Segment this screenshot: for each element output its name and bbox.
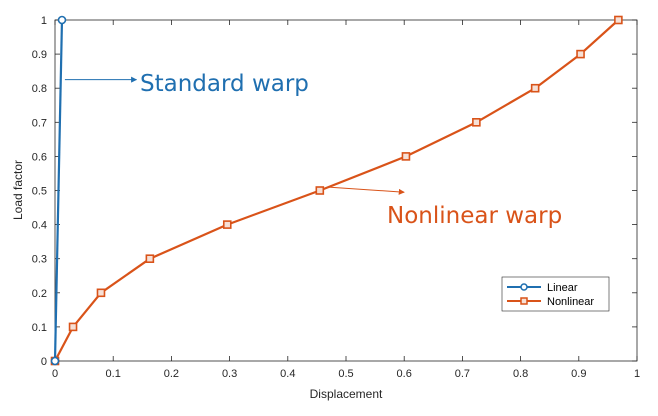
legend-nonlinear-label: Nonlinear <box>547 296 594 308</box>
y-tick-label: 0.2 <box>32 288 47 300</box>
standard-warp-annotation: Standard warp <box>140 71 309 97</box>
data-point-nonlinear <box>530 83 540 93</box>
data-point-linear <box>50 356 60 366</box>
series-layer <box>50 15 623 366</box>
data-point-nonlinear <box>315 186 325 195</box>
data-point-linear <box>57 15 67 25</box>
series-line-linear <box>53 19 64 362</box>
x-tick-label: 1 <box>634 368 640 380</box>
data-point-nonlinear <box>68 322 78 332</box>
y-tick-label: 0.8 <box>32 83 47 95</box>
x-tick-label: 0.5 <box>338 368 353 380</box>
x-tick-label: 0.1 <box>106 368 121 380</box>
legend: Linear Nonlinear <box>501 276 610 312</box>
annotation-layer: Standard warp Nonlinear warp <box>64 71 562 229</box>
legend-box <box>501 276 610 312</box>
x-tick-label: 0.3 <box>222 368 237 380</box>
data-point-nonlinear <box>614 15 623 25</box>
data-point-nonlinear <box>222 220 232 229</box>
legend-linear-label: Linear <box>547 282 578 294</box>
data-point-nonlinear <box>472 118 481 127</box>
nonlinear-warp-arrow <box>328 186 405 195</box>
x-tick-label: 0.7 <box>455 368 470 380</box>
data-point-nonlinear <box>145 254 155 263</box>
x-tick-label: 0.2 <box>164 368 179 380</box>
legend-linear-marker <box>520 283 528 291</box>
data-point-nonlinear <box>401 152 411 161</box>
y-tick-label: 0.3 <box>32 254 47 266</box>
x-tick-label: 0.8 <box>513 368 528 380</box>
y-tick-label: 0 <box>41 356 47 368</box>
y-tick-label: 1 <box>41 15 47 27</box>
y-tick-label: 0.5 <box>32 186 47 198</box>
data-point-nonlinear <box>576 49 585 59</box>
x-tick-label: 0.4 <box>280 368 295 380</box>
x-tick-label: 0 <box>52 368 58 380</box>
y-axis-label: Load factor <box>11 160 25 220</box>
x-tick-label: 0.9 <box>571 368 586 380</box>
y-tick-label: 0.1 <box>32 322 47 334</box>
x-axis-ticks: 0 0.1 0.2 0.3 0.4 0.5 0.6 0.7 0.8 0.9 1 <box>52 20 640 380</box>
y-tick-label: 0.7 <box>32 117 47 129</box>
nonlinear-warp-annotation: Nonlinear warp <box>387 203 562 229</box>
x-tick-label: 0.6 <box>397 368 412 380</box>
y-tick-label: 0.9 <box>32 49 47 61</box>
x-axis-label: Displacement <box>310 387 383 401</box>
y-tick-label: 0.4 <box>32 220 47 232</box>
y-tick-label: 0.6 <box>32 151 47 163</box>
y-axis-ticks: 0 0.1 0.2 0.3 0.4 0.5 0.6 0.7 0.8 0.9 1 <box>32 15 637 368</box>
data-point-nonlinear <box>96 288 106 298</box>
legend-nonlinear-marker <box>520 297 528 305</box>
